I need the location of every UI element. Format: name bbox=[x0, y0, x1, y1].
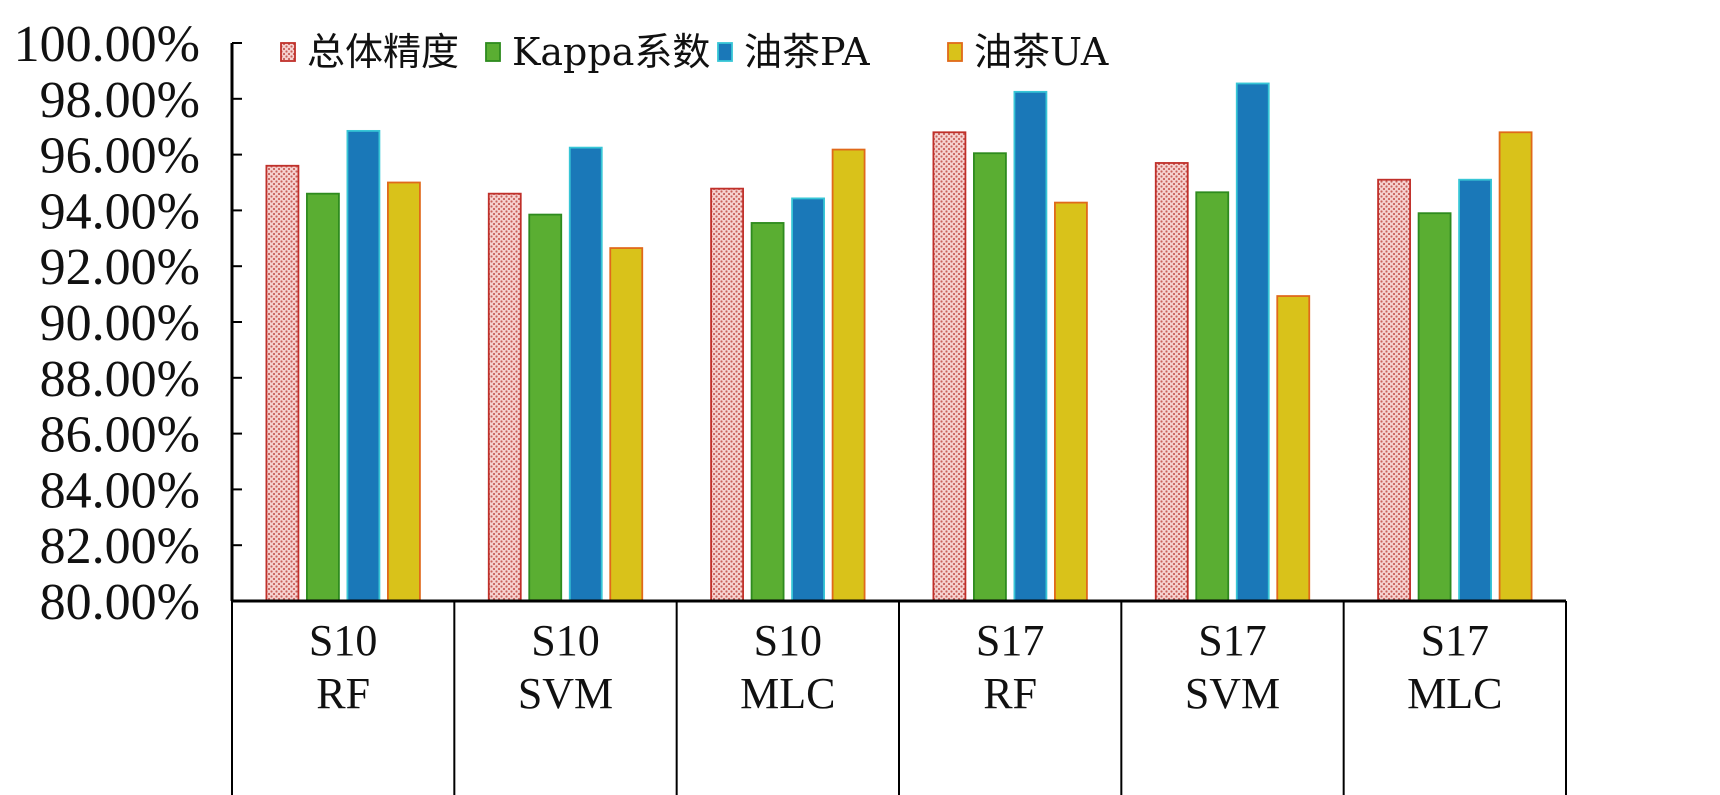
bar bbox=[487, 192, 522, 602]
bar bbox=[1013, 90, 1048, 602]
x-category-label: SVM bbox=[1185, 669, 1280, 718]
bar bbox=[1417, 212, 1452, 602]
x-category-label: S17 bbox=[976, 616, 1044, 665]
x-category-label: SVM bbox=[518, 669, 613, 718]
x-category-label: S10 bbox=[531, 616, 599, 665]
bar bbox=[1154, 162, 1189, 602]
bar bbox=[932, 131, 967, 602]
x-category-label: S17 bbox=[1198, 616, 1266, 665]
legend: 总体精度 Kappa系数 油茶PA 油茶UA bbox=[280, 30, 1109, 74]
bar bbox=[387, 181, 421, 602]
bar bbox=[346, 129, 381, 602]
y-tick-label: 80.00% bbox=[40, 574, 200, 631]
legend-label: 油茶PA bbox=[744, 30, 870, 74]
bar bbox=[973, 152, 1007, 602]
bar bbox=[1235, 82, 1270, 602]
bar bbox=[528, 213, 563, 602]
bar bbox=[1377, 178, 1411, 602]
bar bbox=[791, 197, 825, 602]
y-tick-label: 96.00% bbox=[40, 128, 200, 185]
bar bbox=[831, 148, 866, 602]
legend-swatch bbox=[280, 42, 296, 62]
bar bbox=[1195, 191, 1230, 602]
legend-label: 总体精度 bbox=[307, 30, 459, 74]
x-category-label: RF bbox=[983, 669, 1037, 718]
bar bbox=[1498, 131, 1533, 602]
bar bbox=[1054, 201, 1088, 602]
y-tick-label: 82.00% bbox=[40, 518, 200, 575]
bar bbox=[750, 222, 785, 602]
x-category-label: S10 bbox=[309, 616, 377, 665]
legend-label: Kappa系数 bbox=[512, 30, 710, 74]
bar bbox=[265, 164, 300, 602]
legend-swatch bbox=[947, 42, 963, 62]
y-tick-label: 88.00% bbox=[40, 351, 200, 408]
legend-label: 油茶UA bbox=[974, 30, 1109, 74]
bar bbox=[568, 146, 603, 602]
bar bbox=[1276, 295, 1311, 602]
bar bbox=[306, 192, 340, 602]
y-tick-label: 100.00% bbox=[14, 16, 200, 73]
x-category-label: MLC bbox=[1407, 669, 1502, 718]
x-category-label: S10 bbox=[754, 616, 822, 665]
y-tick-label: 94.00% bbox=[40, 183, 200, 240]
bars bbox=[265, 82, 1533, 602]
legend-swatch bbox=[717, 42, 733, 62]
x-category-label: S17 bbox=[1421, 616, 1489, 665]
y-tick-label: 84.00% bbox=[40, 462, 200, 519]
bar bbox=[609, 247, 644, 602]
bar bbox=[710, 187, 744, 602]
x-category-label: MLC bbox=[740, 669, 835, 718]
y-tick-label: 92.00% bbox=[40, 239, 200, 296]
y-axis: 80.00%82.00%84.00%86.00%88.00%90.00%92.0… bbox=[14, 16, 242, 631]
bar bbox=[1458, 178, 1492, 602]
y-tick-label: 90.00% bbox=[40, 295, 200, 352]
y-tick-label: 86.00% bbox=[40, 407, 200, 464]
y-tick-label: 98.00% bbox=[40, 72, 200, 129]
x-category-label: RF bbox=[316, 669, 370, 718]
legend-swatch bbox=[485, 42, 501, 62]
